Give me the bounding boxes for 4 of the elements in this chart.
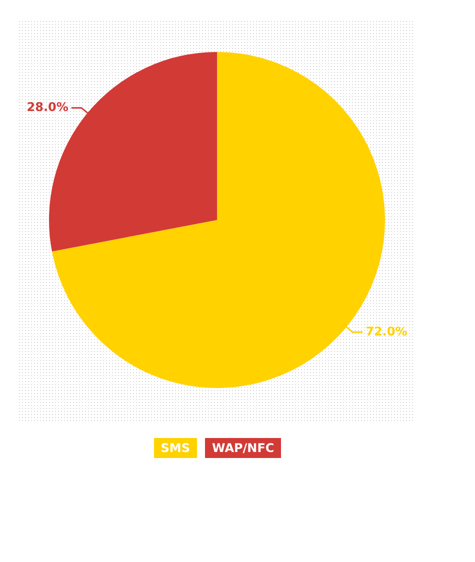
data-label: 72.0% bbox=[366, 324, 408, 338]
legend-label: WAP/NFC bbox=[212, 438, 282, 458]
legend-label: SMS bbox=[160, 438, 197, 458]
data-label: 28.0% bbox=[26, 100, 68, 114]
